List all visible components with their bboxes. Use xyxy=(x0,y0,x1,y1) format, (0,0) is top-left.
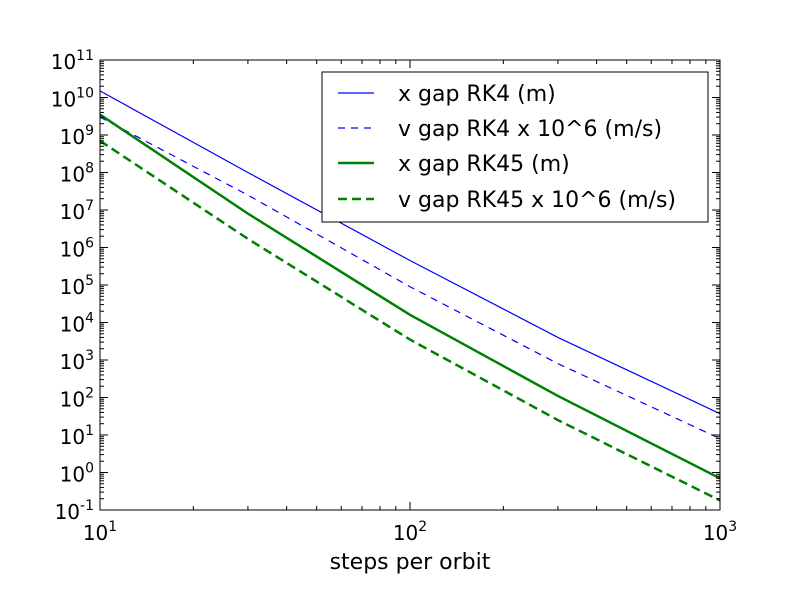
y-tick-label: 106 xyxy=(60,236,94,262)
series-line-x-gap-rk4-m xyxy=(99,90,721,415)
x-tick-label: 101 xyxy=(83,519,117,545)
y-tick-label: 102 xyxy=(60,386,94,412)
y-tick-label: 100 xyxy=(60,461,94,487)
legend-label-v-gap-rk4: v gap RK4 x 10^6 (m/s) xyxy=(398,117,662,142)
plot-frame xyxy=(99,59,721,511)
legend-label-v-gap-rk45: v gap RK45 x 10^6 (m/s) xyxy=(398,188,676,213)
tick-labels-layer: 101 102 103 10-1 100 101 102 103 104 105 106 107 108… xyxy=(51,48,737,545)
x-tick-label: 102 xyxy=(393,519,427,545)
series-line-v-gap-rk4-x-10-6-m-s xyxy=(99,116,721,440)
ticks-layer xyxy=(99,59,721,511)
y-tick-label: 103 xyxy=(60,348,94,374)
series-line-x-gap-rk45-m xyxy=(99,113,721,480)
x-tick-label: 103 xyxy=(703,519,737,545)
series-line-v-gap-rk45-x-10-6-m-s xyxy=(99,139,721,502)
y-tick-label: 1010 xyxy=(51,86,94,112)
y-tick-label: 10-1 xyxy=(55,498,94,524)
legend-box xyxy=(321,71,709,223)
y-tick-label: 107 xyxy=(60,198,94,224)
y-tick-label: 105 xyxy=(60,273,94,299)
y-tick-label: 104 xyxy=(60,311,94,337)
series-layer xyxy=(99,90,721,502)
legend-label-x-gap-rk45: x gap RK45 (m) xyxy=(398,152,570,177)
y-tick-label: 109 xyxy=(60,123,94,149)
x-axis-label: steps per orbit xyxy=(330,550,491,575)
legend: x gap RK4 (m) v gap RK4 x 10^6 (m/s) x g… xyxy=(321,71,709,223)
y-tick-label: 108 xyxy=(60,161,94,187)
y-tick-label: 1011 xyxy=(51,48,94,74)
legend-label-x-gap-rk4: x gap RK4 (m) xyxy=(398,82,556,107)
y-tick-label: 101 xyxy=(60,423,94,449)
